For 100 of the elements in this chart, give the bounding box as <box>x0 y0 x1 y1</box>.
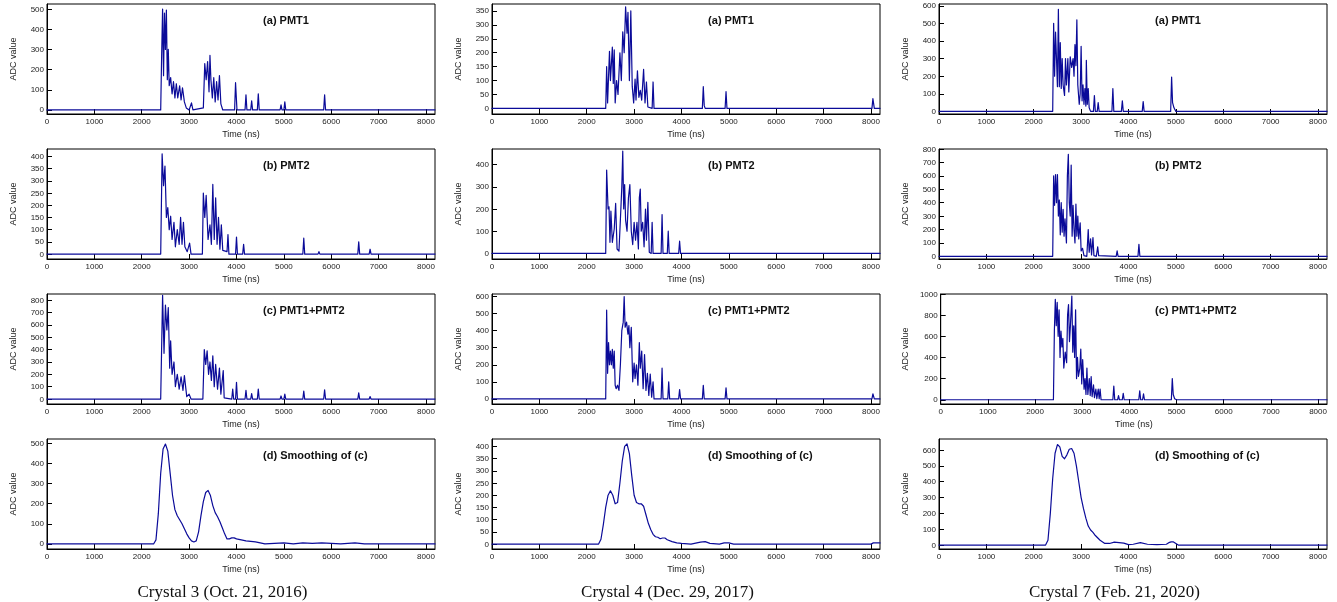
y-tick-label: 1000 <box>919 289 939 299</box>
x-tick-label: 8000 <box>862 116 881 126</box>
y-tick-label: 200 <box>475 490 490 500</box>
x-axis-title: Time (ns) <box>667 274 705 285</box>
y-tick-label: 600 <box>924 331 939 341</box>
y-tick-label: 350 <box>475 6 490 16</box>
y-tick-label: 50 <box>480 90 490 100</box>
x-tick-label: 5000 <box>274 116 294 126</box>
x-tick-label: 6000 <box>767 406 786 416</box>
line-series <box>46 8 436 111</box>
y-tick-label: 300 <box>475 466 490 476</box>
x-tick-label: 6000 <box>1214 116 1233 126</box>
y-tick-label: 100 <box>922 89 937 99</box>
y-tick-label: 350 <box>475 454 490 464</box>
y-tick-label: 400 <box>30 24 45 34</box>
y-tick-label: 150 <box>475 62 490 72</box>
y-tick-label: 300 <box>922 211 937 221</box>
y-tick-label: 400 <box>924 352 939 362</box>
x-tick-label: 4000 <box>1120 406 1139 416</box>
x-tick-label: 5000 <box>274 406 294 416</box>
y-tick-label: 0 <box>39 249 45 259</box>
y-axis-title: ADC value <box>452 327 463 371</box>
y-axis-title: ADC value <box>452 182 463 226</box>
text: (d) Smoothing of (c) <box>1155 448 1260 461</box>
y-tick-label: 300 <box>30 478 45 488</box>
y-tick-label: 0 <box>39 539 45 549</box>
x-tick-label: 1000 <box>530 406 549 416</box>
x-axis-title: Time (ns) <box>667 129 705 140</box>
x-tick-label: 7000 <box>1261 116 1281 126</box>
x-tick-label: 1000 <box>85 551 104 561</box>
x-tick-label: 7000 <box>1261 406 1281 416</box>
x-tick-label: 7000 <box>1261 551 1281 561</box>
x-tick-label: 5000 <box>719 551 739 561</box>
y-tick-label: 100 <box>475 226 490 236</box>
x-tick-label: 4000 <box>1119 116 1138 126</box>
y-axis-title: ADC value <box>452 472 463 516</box>
y-axis-title: ADC value <box>899 37 910 81</box>
y-tick-label: 250 <box>475 34 490 44</box>
x-tick-label: 8000 <box>417 406 436 416</box>
line-series <box>938 443 1328 546</box>
y-tick-label: 300 <box>922 493 937 503</box>
x-tick-label: 7000 <box>814 261 834 271</box>
y-tick-label: 500 <box>922 18 937 28</box>
x-tick-label: 7000 <box>1261 261 1281 271</box>
x-tick-label: 2000 <box>132 551 152 561</box>
x-tick-label: 3000 <box>1072 551 1091 561</box>
y-tick-label: 0 <box>484 103 490 113</box>
x-tick-label: 8000 <box>1309 551 1328 561</box>
text: (a) PMT1 <box>1155 13 1201 26</box>
x-tick-label: 2000 <box>1024 116 1044 126</box>
y-tick-label: 400 <box>30 345 45 355</box>
y-tick-label: 100 <box>922 524 937 534</box>
x-axis-title: Time (ns) <box>1114 564 1152 575</box>
y-tick-label: 100 <box>475 76 490 86</box>
y-tick-label: 500 <box>475 309 490 319</box>
x-tick-label: 1000 <box>977 261 996 271</box>
y-tick-label: 200 <box>475 204 490 214</box>
x-tick-label: 4000 <box>672 551 691 561</box>
y-tick-label: 0 <box>931 106 937 116</box>
y-tick-label: 100 <box>475 377 490 387</box>
y-tick-label: 150 <box>475 502 490 512</box>
x-tick-label: 4000 <box>672 116 691 126</box>
line-series <box>46 294 436 400</box>
x-tick-label: 1000 <box>85 406 104 416</box>
text: (b) PMT2 <box>263 158 310 171</box>
x-tick-label: 3000 <box>180 261 199 271</box>
x-tick-label: 1000 <box>978 406 998 416</box>
y-tick-label: 50 <box>480 527 490 537</box>
x-tick-label: 2000 <box>577 406 597 416</box>
y-axis-title: ADC value <box>7 182 18 226</box>
y-tick-label: 800 <box>30 295 45 305</box>
x-tick-label: 8000 <box>417 551 436 561</box>
x-tick-label: 7000 <box>814 116 834 126</box>
x-tick-label: 3000 <box>625 261 644 271</box>
x-tick-label: 4000 <box>227 406 246 416</box>
y-tick-label: 200 <box>475 360 490 370</box>
x-axis-title: Time (ns) <box>1114 129 1152 140</box>
y-tick-label: 50 <box>35 237 45 247</box>
x-tick-label: 4000 <box>672 406 691 416</box>
y-tick-label: 200 <box>922 71 937 81</box>
x-tick-label: 5000 <box>719 406 739 416</box>
x-tick-label: 4000 <box>1119 261 1138 271</box>
y-tick-label: 0 <box>933 395 939 405</box>
y-tick-label: 600 <box>922 171 937 181</box>
y-tick-label: 200 <box>922 508 937 518</box>
y-axis-title: ADC value <box>899 472 910 516</box>
x-tick-label: 6000 <box>767 116 786 126</box>
line-series <box>940 295 1328 401</box>
y-tick-label: 400 <box>922 36 937 46</box>
x-tick-label: 6000 <box>1214 261 1233 271</box>
y-tick-label: 250 <box>30 188 45 198</box>
x-tick-label: 6000 <box>767 551 786 561</box>
x-tick-label: 2000 <box>577 551 597 561</box>
x-tick-label: 4000 <box>227 261 246 271</box>
y-tick-label: 100 <box>475 515 490 525</box>
text: (b) PMT2 <box>708 158 755 171</box>
y-tick-label: 200 <box>475 48 490 58</box>
text: Crystal 4 (Dec. 29, 2017) <box>581 582 754 601</box>
x-tick-label: 5000 <box>1166 261 1186 271</box>
x-tick-label: 2000 <box>132 116 152 126</box>
